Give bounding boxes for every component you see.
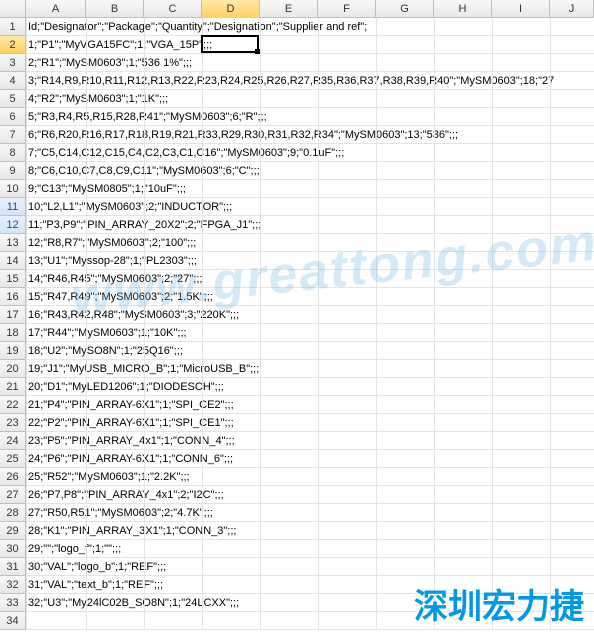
row-header[interactable]: 30	[0, 540, 26, 558]
row-header[interactable]: 27	[0, 486, 26, 504]
row-header[interactable]: 2	[0, 36, 26, 54]
spreadsheet: ABCDEFGHIJ 1Id;"Designator";"Package";"Q…	[0, 0, 594, 630]
cell-content[interactable]: 23;"P5";"PIN_ARRAY_4x1";1;"CONN_4";;;	[26, 432, 594, 450]
cell-content[interactable]: 20;"D1";"MyLED1206";1;"DIODESCH";;;	[26, 378, 594, 396]
cell-content[interactable]: 13;"U1";"Myssop-28";1;"PL2303";;;	[26, 252, 594, 270]
row-header[interactable]: 10	[0, 180, 26, 198]
cell-content[interactable]: 15;"R47,R49";"MySM0603";2;"1.5K";;;	[26, 288, 594, 306]
row-header[interactable]: 5	[0, 90, 26, 108]
column-header-f[interactable]: F	[318, 0, 376, 18]
cell-content[interactable]: 17;"R44";"MySM0603";1;"10K";;;	[26, 324, 594, 342]
column-header-g[interactable]: G	[376, 0, 434, 18]
row-header[interactable]: 25	[0, 450, 26, 468]
row-header[interactable]: 32	[0, 576, 26, 594]
cell-content[interactable]: 4;"R2";"MySM0603";1;"1K";;;	[26, 90, 594, 108]
cell-content[interactable]: 6;"R6,R20,R16,R17,R18,R19,R21,R33,R29,R3…	[26, 126, 594, 144]
cell-content[interactable]: 28;"K1";"PIN_ARRAY_3X1";1;"CONN_3";;;	[26, 522, 594, 540]
row-header[interactable]: 23	[0, 414, 26, 432]
cell-content[interactable]: 8;"C6,C10,C7,C8,C9,C11";"MySM0603";6;"C"…	[26, 162, 594, 180]
cell-content[interactable]: 12;"R8,R7";"MySM0603";2;"100";;;	[26, 234, 594, 252]
cell-content[interactable]: 9;"C13";"MySM0805";1;"10uF";;;	[26, 180, 594, 198]
row-header[interactable]: 7	[0, 126, 26, 144]
cell-content[interactable]: 26;"P7,P8";"PIN_ARRAY_4x1";2;"I2C";;;	[26, 486, 594, 504]
cell-content[interactable]: 22;"P2";"PIN_ARRAY-6X1";1;"SPI_CE1";;;	[26, 414, 594, 432]
row-header[interactable]: 34	[0, 612, 26, 630]
cell-content[interactable]: 30;"VAL";"logo_b";1;"REF";;;	[26, 558, 594, 576]
cell-content[interactable]	[26, 612, 594, 630]
row-header[interactable]: 20	[0, 360, 26, 378]
row-header[interactable]: 13	[0, 234, 26, 252]
row-header[interactable]: 29	[0, 522, 26, 540]
cell-content[interactable]: 3;"R14,R9,R10,R11,R12,R13,R22,R23,R24,R2…	[26, 72, 594, 90]
column-header-b[interactable]: B	[86, 0, 144, 18]
cell-content[interactable]: 18;"U2";"MySO8N";1;"25Q16";;;	[26, 342, 594, 360]
column-header-a[interactable]: A	[26, 0, 86, 18]
cell-content[interactable]: 25;"R52";"MySM0603";1;"2.2K";;;	[26, 468, 594, 486]
cell-content[interactable]: 31;"VAL";"text_b";1;"REF";;;	[26, 576, 594, 594]
row-header[interactable]: 17	[0, 306, 26, 324]
cell-content[interactable]: 24;"P6";"PIN_ARRAY-6X1";1;"CONN_6";;;	[26, 450, 594, 468]
row-header[interactable]: 24	[0, 432, 26, 450]
row-header[interactable]: 14	[0, 252, 26, 270]
cell-content[interactable]: 27;"R50,R51";"MySM0603";2;"4.7K";;;	[26, 504, 594, 522]
row-header[interactable]: 8	[0, 144, 26, 162]
cell-content[interactable]: 7;"C5,C14,C12,C15,C4,C2,C3,C1,C16";"MySM…	[26, 144, 594, 162]
row-header[interactable]: 33	[0, 594, 26, 612]
row-header[interactable]: 12	[0, 216, 26, 234]
row-header[interactable]: 21	[0, 378, 26, 396]
cell-content[interactable]: 1;"P1";"MyVGA15FC";1;"VGA_15P";;;	[26, 36, 594, 54]
cell-content[interactable]: 14;"R46,R45";"MySM0603";2;"27";;;	[26, 270, 594, 288]
cell-content[interactable]: 29;"";"logo_f";1;"";;;	[26, 540, 594, 558]
cell-content[interactable]: 19;"J1";"MyUSB_MICRO_B";1;"MicroUSB_B";;…	[26, 360, 594, 378]
cell-content[interactable]: 5;"R3,R4,R5,R15,R28,R41";"MySM0603";6;"R…	[26, 108, 594, 126]
column-header-i[interactable]: I	[492, 0, 550, 18]
select-all-corner[interactable]	[0, 0, 26, 18]
column-header-h[interactable]: H	[434, 0, 492, 18]
column-header-d[interactable]: D	[202, 0, 260, 18]
row-header[interactable]: 18	[0, 324, 26, 342]
row-header[interactable]: 6	[0, 108, 26, 126]
row-header[interactable]: 26	[0, 468, 26, 486]
cell-content[interactable]: 11;"P3,P9";"PIN_ARRAY_20X2";2;"FPGA_J1";…	[26, 216, 594, 234]
column-header-e[interactable]: E	[260, 0, 318, 18]
row-header[interactable]: 3	[0, 54, 26, 72]
row-header[interactable]: 22	[0, 396, 26, 414]
row-header[interactable]: 11	[0, 198, 26, 216]
cell-content[interactable]: 21;"P4";"PIN_ARRAY-6X1";1;"SPI_CE2";;;	[26, 396, 594, 414]
row-header[interactable]: 28	[0, 504, 26, 522]
row-header[interactable]: 4	[0, 72, 26, 90]
row-header[interactable]: 15	[0, 270, 26, 288]
column-header-row: ABCDEFGHIJ	[0, 0, 594, 18]
row-header[interactable]: 19	[0, 342, 26, 360]
cell-content[interactable]: 16;"R43,R42,R48";"MySM0603";3;"220K";;;	[26, 306, 594, 324]
row-header[interactable]: 16	[0, 288, 26, 306]
rows-container: 1Id;"Designator";"Package";"Quantity";"D…	[0, 18, 594, 630]
row-header[interactable]: 1	[0, 18, 26, 36]
cell-content[interactable]: 32;"U3";"My24lC02B_SO8N";1;"24LCXX";;;	[26, 594, 594, 612]
row-header[interactable]: 9	[0, 162, 26, 180]
cell-content[interactable]: 2;"R1";"MySM0603";1;"536 1%";;;	[26, 54, 594, 72]
column-header-j[interactable]: J	[550, 0, 594, 18]
cell-content[interactable]: Id;"Designator";"Package";"Quantity";"De…	[26, 18, 594, 36]
cell-content[interactable]: 10;"L2,L1";"MySM0603";2;"INDUCTOR";;;	[26, 198, 594, 216]
row-header[interactable]: 31	[0, 558, 26, 576]
column-header-c[interactable]: C	[144, 0, 202, 18]
